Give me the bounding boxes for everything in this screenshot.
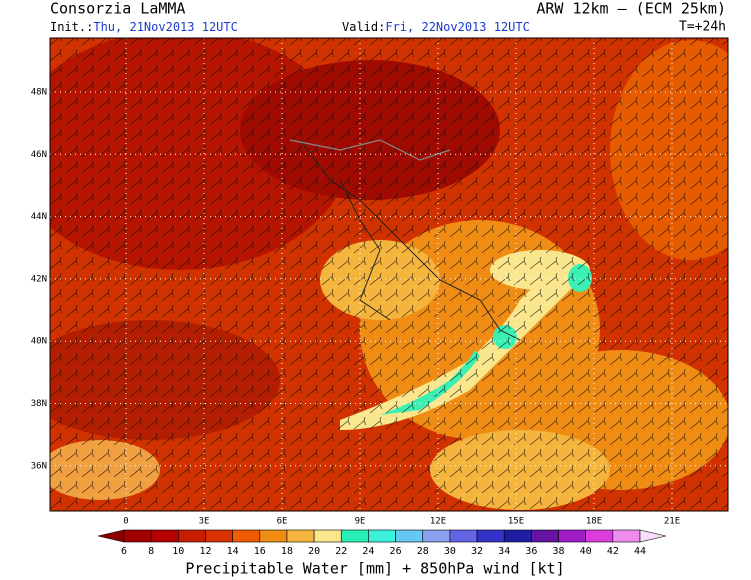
colorbar-label: 8 xyxy=(148,546,154,557)
colorbar-end-left xyxy=(97,529,125,543)
colorbar-label: 24 xyxy=(362,546,374,557)
colorbar-label: 38 xyxy=(553,546,565,557)
lon-label: 9E xyxy=(355,517,366,527)
colorbar-label: 14 xyxy=(227,546,239,557)
valid-line: Valid:Fri, 22Nov2013 12UTC xyxy=(342,20,530,34)
graticule: 48N 46N 44N 42N 40N 38N 36N 0 3E 6E 9E 12E 15E 18E 21E xyxy=(31,38,728,527)
colorbar-label: 26 xyxy=(390,546,402,557)
colorbar-segment xyxy=(178,529,206,543)
colorbar-label: 32 xyxy=(471,546,483,557)
colorbar-label: 40 xyxy=(580,546,592,557)
colorbar-end-right xyxy=(639,529,667,543)
colorbar-label: 42 xyxy=(607,546,619,557)
colorbar-label: 12 xyxy=(199,546,211,557)
colorbar-title: Precipitable Water [mm] + 850hPa wind [k… xyxy=(185,560,564,578)
lon-label: 3E xyxy=(199,517,210,527)
lat-label: 42N xyxy=(31,274,47,284)
colorbar-segment xyxy=(612,529,641,543)
lon-label: 0 xyxy=(123,517,128,527)
colorbar-segment xyxy=(476,529,505,543)
colorbar-segment xyxy=(585,529,614,543)
init-line: Init.:Thu, 21Nov2013 12UTC xyxy=(50,20,238,34)
colorbar-label: 10 xyxy=(172,546,184,557)
lon-label: 15E xyxy=(508,517,524,527)
lon-label: 12E xyxy=(430,517,446,527)
colorbar-label: 44 xyxy=(634,546,646,557)
left-title: Consorzia LaMMA xyxy=(50,0,185,18)
colorbar-label: 18 xyxy=(281,546,293,557)
map-field xyxy=(50,38,728,511)
lat-label: 48N xyxy=(31,88,47,98)
lat-label: 44N xyxy=(31,212,47,222)
colorbar-segment xyxy=(150,529,179,543)
lat-label: 40N xyxy=(31,337,47,347)
colorbar-segment xyxy=(395,529,424,543)
colorbar-label: 20 xyxy=(308,546,320,557)
lat-label: 36N xyxy=(31,461,47,471)
colorbar-segment xyxy=(259,529,288,543)
colorbar-label: 16 xyxy=(254,546,266,557)
map-frame xyxy=(49,37,729,512)
colorbar-segment xyxy=(123,529,152,543)
init-label: Init.: xyxy=(50,20,93,34)
right-title: ARW 12km – (ECM 25km) xyxy=(536,0,726,18)
colorbar-label: 22 xyxy=(335,546,347,557)
colorbar-segment xyxy=(368,529,396,543)
colorbar: 6 8 10 12 14 16 18 20 22 24 26 28 30 32 34 36 38 40 42 44 xyxy=(97,529,667,557)
colorbar-segment xyxy=(232,529,261,543)
valid-label: Valid: xyxy=(342,20,385,34)
colorbar-segment xyxy=(286,529,315,543)
colorbar-segment xyxy=(205,529,233,543)
colorbar-label: 36 xyxy=(525,546,537,557)
lat-label: 38N xyxy=(31,399,47,409)
colorbar-segment xyxy=(313,529,342,543)
colorbar-segment xyxy=(531,529,559,543)
colorbar-label: 6 xyxy=(121,546,127,557)
colorbar-label: 28 xyxy=(417,546,429,557)
colorbar-segment xyxy=(340,529,369,543)
colorbar-segment xyxy=(558,529,586,543)
lon-label: 21E xyxy=(664,517,680,527)
lead-time: T=+24h xyxy=(679,20,726,35)
colorbar-segment xyxy=(422,529,451,543)
colorbar-segment xyxy=(449,529,478,543)
colorbar-segment xyxy=(503,529,532,543)
lon-label: 6E xyxy=(277,517,288,527)
init-value: Thu, 21Nov2013 12UTC xyxy=(93,20,238,34)
colorbar-label: 34 xyxy=(498,546,510,557)
valid-value: Fri, 22Nov2013 12UTC xyxy=(385,20,530,34)
colorbar-label: 30 xyxy=(444,546,456,557)
lat-label: 46N xyxy=(31,150,47,160)
lon-label: 18E xyxy=(586,517,602,527)
